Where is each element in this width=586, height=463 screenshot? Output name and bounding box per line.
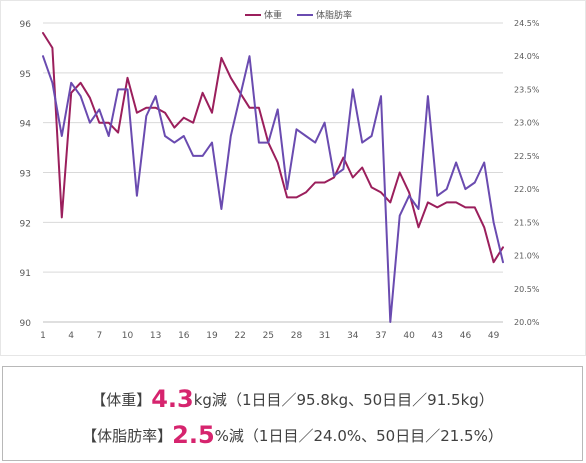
bodyfat-unit: %減 <box>214 427 244 445</box>
x-tick-label: 43 <box>432 331 443 341</box>
x-tick-label: 25 <box>263 331 274 341</box>
y-right-tick-label: 22.5% <box>514 152 540 161</box>
x-tick-label: 16 <box>178 331 190 341</box>
y-right-tick-label: 23.0% <box>514 119 540 128</box>
bodyfat-detail: （1日目／24.0%、50日目／21.5%） <box>243 427 503 445</box>
y-left-tick-label: 96 <box>20 20 32 30</box>
y-left-tick-label: 92 <box>20 219 31 229</box>
x-tick-label: 46 <box>460 331 472 341</box>
x-tick-label: 1 <box>40 331 46 341</box>
x-tick-label: 37 <box>375 331 386 341</box>
x-tick-label: 22 <box>234 331 245 341</box>
x-tick-label: 13 <box>150 331 161 341</box>
y-left-tick-label: 91 <box>20 269 31 279</box>
y-right-tick-label: 24.5% <box>514 19 540 28</box>
x-tick-label: 28 <box>291 331 303 341</box>
chart-panel: 90 91 92 93 94 95 96 20.0% 20.5% 21.0% 21.5% 22.0% 2… <box>0 0 586 356</box>
weight-unit: kg減 <box>193 391 227 409</box>
y-right-tick-label: 23.5% <box>514 85 540 94</box>
x-tick-label: 31 <box>319 331 330 341</box>
y-left-tick-label: 95 <box>20 70 31 80</box>
weight-summary: 【体重】4.3kg減（1日目／95.8kg、50日目／91.5kg） <box>3 385 582 413</box>
line-chart: 90 91 92 93 94 95 96 20.0% 20.5% 21.0% 21.5% 22.0% 2… <box>20 9 540 341</box>
x-tick-label: 49 <box>488 331 500 341</box>
y-right-tick-label: 21.0% <box>514 252 540 261</box>
x-tick-label: 10 <box>122 331 134 341</box>
bodyfat-label: 【体脂肪率】 <box>82 427 173 445</box>
bodyfat-summary: 【体脂肪率】2.5%減（1日目／24.0%、50日目／21.5%） <box>3 421 582 449</box>
legend-label: 体重 <box>264 9 282 21</box>
summary-box: 【体重】4.3kg減（1日目／95.8kg、50日目／91.5kg） 【体脂肪率… <box>2 366 583 461</box>
x-tick-label: 4 <box>68 331 74 341</box>
y-right-tick-label: 20.0% <box>514 318 540 327</box>
y-right-tick-label: 21.5% <box>514 218 540 227</box>
bodyfat-amount: 2.5 <box>172 421 215 449</box>
x-tick-label: 7 <box>96 331 102 341</box>
series-line-1 <box>42 32 504 264</box>
weight-amount: 4.3 <box>151 385 194 413</box>
y-left-tick-label: 94 <box>20 120 32 130</box>
y-right-tick-label: 22.0% <box>514 185 540 194</box>
weight-detail: （1日目／95.8kg、50日目／91.5kg） <box>226 391 494 409</box>
y-right-tick-label: 24.0% <box>514 52 540 61</box>
y-right-tick-label: 20.5% <box>514 285 540 294</box>
y-left-tick-label: 90 <box>20 319 32 329</box>
x-tick-label: 34 <box>347 331 359 341</box>
y-left-tick-label: 93 <box>20 170 31 180</box>
series-line-2 <box>42 55 504 323</box>
weight-label: 【体重】 <box>91 391 152 409</box>
legend-label: 体脂肪率 <box>316 9 352 21</box>
x-tick-label: 19 <box>206 331 218 341</box>
x-tick-label: 40 <box>403 331 415 341</box>
